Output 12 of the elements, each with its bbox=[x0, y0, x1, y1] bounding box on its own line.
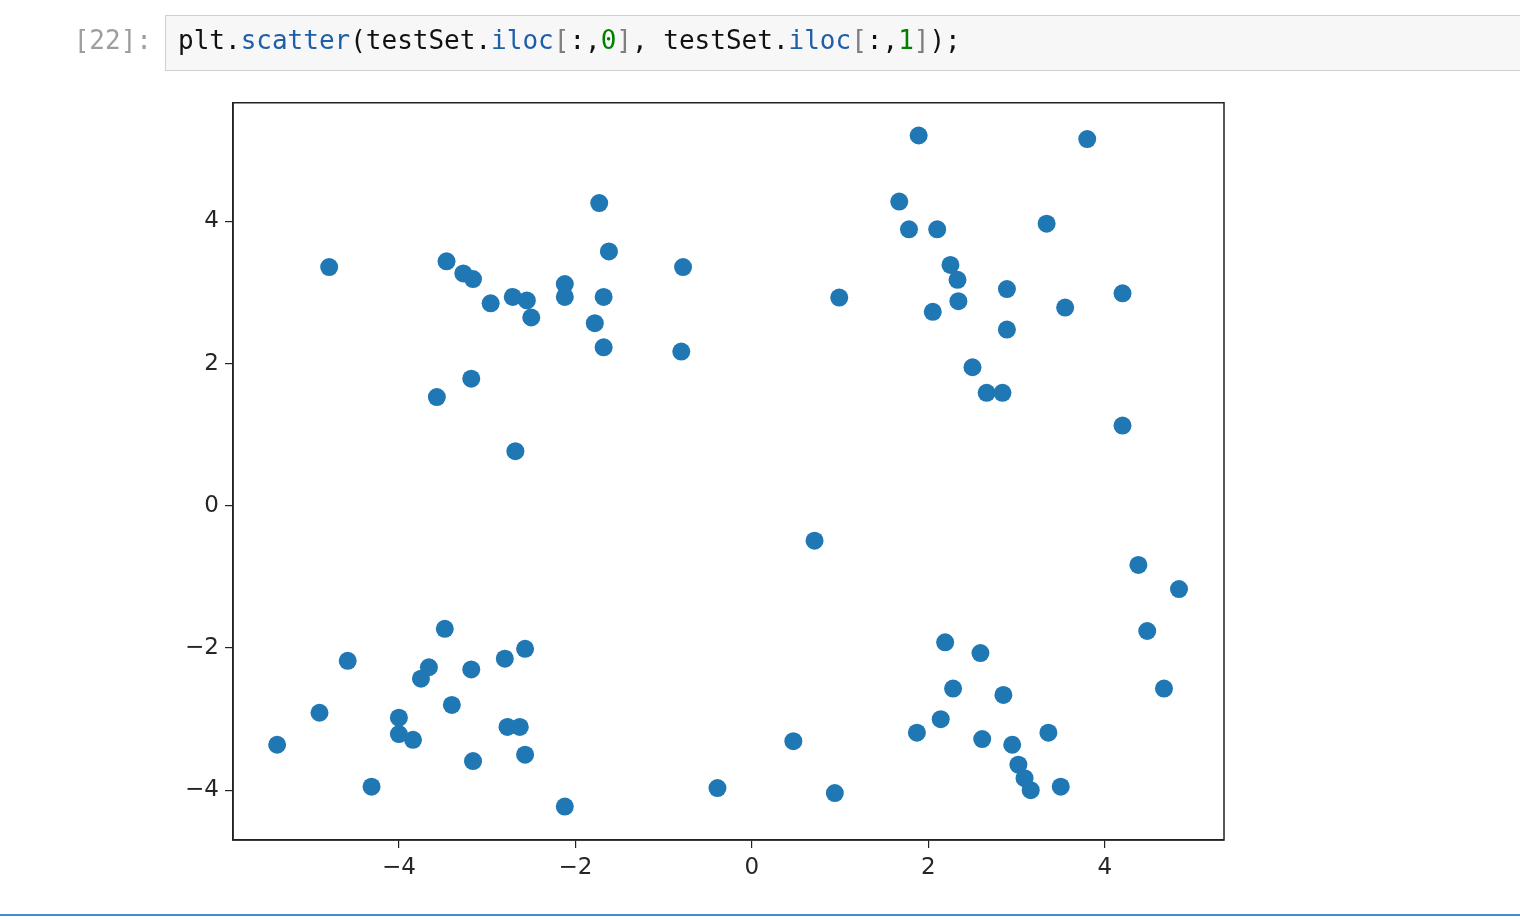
x-tick-label: 0 bbox=[744, 852, 760, 879]
y-tick-label: 4 bbox=[204, 206, 219, 233]
x-tick-label: 4 bbox=[1097, 852, 1113, 879]
y-tick-label: −4 bbox=[185, 775, 219, 802]
x-tick-label: −2 bbox=[558, 852, 593, 879]
y-tick-label: 0 bbox=[204, 490, 219, 517]
x-tick-label: 2 bbox=[921, 852, 936, 879]
x-tick-label: −4 bbox=[381, 852, 416, 879]
y-tick-label: −2 bbox=[185, 633, 219, 660]
y-tick-label: 2 bbox=[204, 348, 219, 375]
text: [22]: bbox=[73, 25, 152, 55]
code-input-field: plt.scatter(testSet.iloc[:,0], testSet.iloc[:,1]); bbox=[165, 15, 1520, 71]
